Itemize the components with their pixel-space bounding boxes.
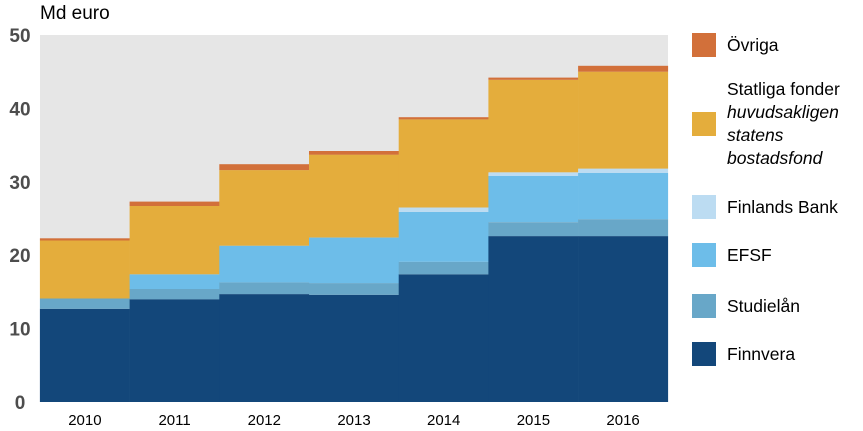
bar-segment-2012-1 (219, 282, 310, 295)
bar-segment-2012-2 (219, 245, 310, 283)
legend-swatch-efsf (692, 243, 716, 267)
bar-segment-2011-0 (129, 299, 220, 402)
legend-statliga-italic-3: bostadsfond (727, 148, 823, 168)
legend-statliga-italic-2: statens (727, 125, 784, 145)
legend-item-finnvera: Finnvera (692, 342, 795, 366)
bar-segment-2010-0 (39, 308, 130, 402)
legend-swatch-finnvera (692, 342, 716, 366)
bar-segment-2016-0 (578, 236, 669, 402)
y-tick-label-40: 40 (9, 99, 30, 120)
y-tick-label-50: 50 (9, 26, 30, 47)
bar-segment-2011-5 (129, 201, 220, 206)
bar-segment-2015-4 (488, 79, 579, 173)
bar-segment-2011-2 (129, 274, 220, 289)
y-tick-label-30: 30 (9, 173, 30, 194)
legend-label-studielan: Studielån (727, 295, 800, 316)
legend-item-statliga-fonder: Statliga fonder huvudsakligen statens bo… (692, 78, 840, 170)
bar-segment-2013-4 (309, 154, 399, 238)
bar-segment-2016-1 (578, 219, 669, 237)
legend-swatch-finlands-bank (692, 195, 716, 219)
bar-segment-2014-3 (398, 207, 489, 212)
bar-segment-2016-4 (578, 71, 669, 169)
legend-item-finlands-bank: Finlands Bank (692, 195, 838, 219)
legend-item-efsf: EFSF (692, 243, 772, 267)
bar-segment-2015-2 (488, 175, 579, 223)
bar-segment-2016-5 (578, 65, 669, 72)
bar-segment-2014-1 (398, 261, 489, 275)
y-tick-label-20: 20 (9, 246, 30, 267)
y-axis-label: Md euro (40, 3, 110, 24)
bar-segment-2011-4 (129, 206, 220, 275)
bar-segment-2014-2 (398, 211, 489, 262)
legend-statliga-italic-1: huvudsakligen (727, 102, 839, 122)
bar-segment-2014-5 (398, 117, 489, 120)
bar-segment-2014-0 (398, 274, 489, 402)
legend-label-finnvera: Finnvera (727, 343, 796, 364)
bar-segment-2010-1 (39, 298, 130, 309)
bar-segment-2013-0 (309, 294, 399, 402)
legend-swatch-statliga-fonder (692, 112, 716, 136)
bar-segment-2015-1 (488, 222, 579, 237)
bar-segment-2012-5 (219, 164, 310, 171)
bar-segment-2010-4 (39, 240, 130, 299)
bar-segment-2014-4 (398, 119, 489, 208)
legend-statliga-main: Statliga fonder (727, 79, 840, 99)
legend-swatch-studielan (692, 294, 716, 318)
legend: Övriga Statliga fonder huvudsakligen sta… (692, 0, 863, 431)
y-tick-labels: 0 10 20 30 40 50 (9, 26, 30, 414)
legend-item-ovriga: Övriga (692, 33, 779, 57)
bar-segment-2012-0 (219, 294, 310, 402)
x-tick-label-2010: 2010 (68, 412, 101, 429)
x-tick-label-2011: 2011 (158, 412, 190, 429)
bar-segment-2016-3 (578, 168, 669, 173)
y-tick-label-10: 10 (9, 320, 30, 341)
bars-group (39, 65, 669, 402)
bar-segment-2010-5 (39, 238, 130, 241)
x-tick-labels: 2010 2011 2012 2013 2014 2015 2016 (68, 412, 640, 429)
x-tick-label-2015: 2015 (517, 412, 550, 429)
bar-segment-2012-4 (219, 170, 310, 246)
bar-segment-2013-1 (309, 283, 399, 295)
bar-segment-2013-2 (309, 237, 399, 284)
stacked-bar-chart: 0 10 20 30 40 50 2010 2011 2012 2013 2014 2015 2016 (9, 26, 669, 429)
bar-segment-2015-5 (488, 77, 579, 80)
x-tick-label-2012: 2012 (248, 412, 281, 429)
legend-label-statliga-fonder: Statliga fonder huvudsakligen statens bo… (727, 78, 840, 170)
legend-label-ovriga: Övriga (727, 34, 779, 55)
bar-segment-2015-3 (488, 172, 579, 176)
y-tick-label-0: 0 (15, 393, 26, 414)
legend-label-finlands-bank: Finlands Bank (727, 196, 838, 217)
bar-segment-2016-2 (578, 173, 669, 220)
legend-item-studielan: Studielån (692, 294, 800, 318)
bar-segment-2015-0 (488, 236, 579, 402)
x-tick-label-2013: 2013 (337, 412, 370, 429)
x-tick-label-2016: 2016 (606, 412, 639, 429)
legend-swatch-ovriga (692, 33, 716, 57)
legend-label-efsf: EFSF (727, 244, 772, 265)
bar-segment-2013-5 (309, 151, 399, 155)
x-tick-label-2014: 2014 (427, 412, 460, 429)
bar-segment-2011-1 (129, 289, 220, 300)
